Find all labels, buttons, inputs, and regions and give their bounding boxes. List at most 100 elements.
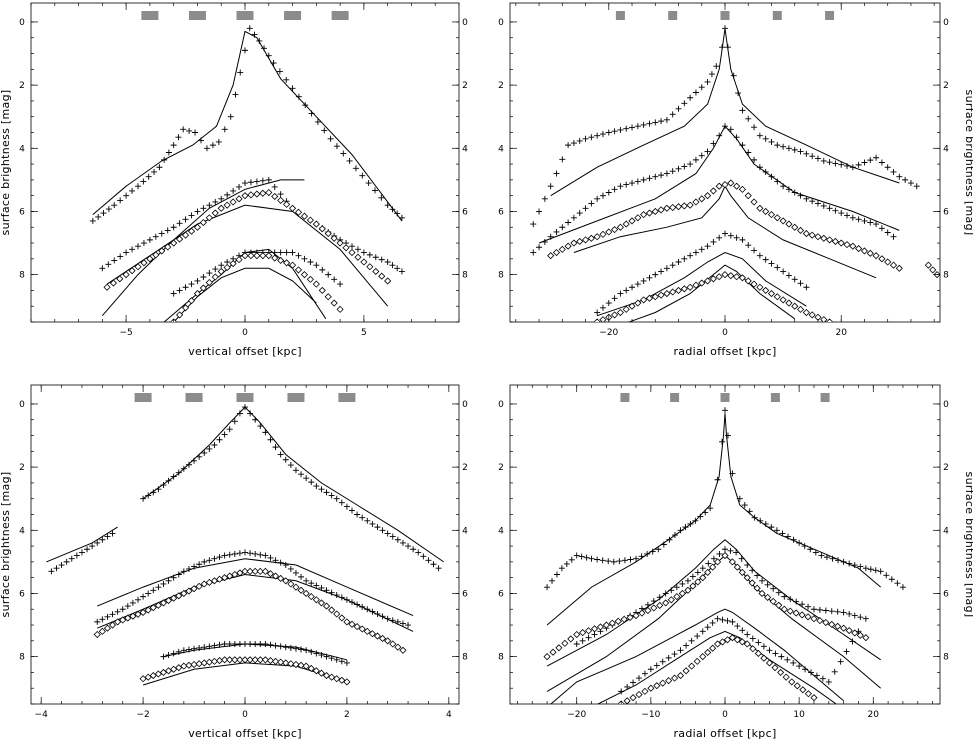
plus-point <box>834 608 841 615</box>
plot-frame <box>30 384 460 705</box>
diamond-point <box>851 629 859 637</box>
diamond-point <box>756 283 764 291</box>
diamond-point <box>140 259 148 267</box>
diamond-point <box>223 201 231 209</box>
plus-point <box>175 571 182 578</box>
x-tick-label: 2 <box>344 710 350 720</box>
plus-point <box>733 234 740 241</box>
plus-point <box>276 68 283 75</box>
plus-point <box>384 530 391 537</box>
plus-point <box>829 555 836 562</box>
diamond-point <box>767 211 776 219</box>
diamond-point <box>109 279 117 287</box>
diamond-point <box>579 629 587 637</box>
plus-point <box>151 168 158 175</box>
diamond-point <box>343 618 351 626</box>
plus-point <box>702 509 709 516</box>
plus-point <box>565 219 572 226</box>
plus-point <box>170 290 177 297</box>
diamond-point <box>840 624 848 632</box>
plus-point <box>333 656 340 663</box>
plus-point <box>201 644 208 651</box>
plus-point <box>287 644 294 651</box>
diamond-point <box>623 697 631 704</box>
plus-point <box>256 37 263 44</box>
plus-point <box>218 262 225 269</box>
diamond-point <box>318 225 326 233</box>
plus-point <box>333 143 340 150</box>
plus-point <box>559 156 566 163</box>
plus-point <box>646 175 653 182</box>
y-tick-label: 8 <box>19 653 25 663</box>
plus-point <box>124 603 131 610</box>
model-curve <box>550 28 900 197</box>
plus-point <box>425 557 432 564</box>
plus-point <box>629 180 636 187</box>
y-tick-label-right: 8 <box>943 271 949 281</box>
plus-point <box>658 118 665 125</box>
plus-point <box>775 589 782 596</box>
plus-point <box>738 555 745 562</box>
plus-point <box>73 552 80 559</box>
plus-point <box>803 150 810 157</box>
plus-point <box>313 262 320 269</box>
diamond-point <box>277 256 285 264</box>
plus-point <box>733 549 740 556</box>
diamond-point <box>103 283 111 291</box>
plus-point <box>78 549 85 556</box>
plus-point <box>95 213 102 220</box>
diamond-point <box>200 659 208 667</box>
plus-point <box>772 650 779 657</box>
diamond-point <box>328 673 336 681</box>
plus-point <box>242 180 248 187</box>
plus-point <box>109 611 116 618</box>
plus-point <box>849 164 856 171</box>
diamond-point <box>165 667 173 675</box>
plus-point <box>338 499 345 506</box>
plus-point <box>313 650 320 657</box>
plus-point <box>354 246 361 253</box>
plus-point <box>781 593 788 600</box>
plus-point <box>694 569 701 576</box>
plus-point <box>338 594 345 601</box>
diamond-point <box>764 593 772 601</box>
plus-point <box>704 78 711 85</box>
plus-point <box>733 134 740 141</box>
plus-point <box>611 128 618 135</box>
diamond-point <box>760 654 768 662</box>
plus-point <box>627 556 634 563</box>
plus-point <box>840 558 847 565</box>
diamond-point <box>629 694 637 702</box>
diamond-point <box>628 302 636 310</box>
diamond-point <box>769 597 777 605</box>
diamond-point <box>570 239 578 247</box>
plus-point <box>246 25 253 32</box>
diamond-point <box>828 620 836 628</box>
diamond-point <box>602 621 610 629</box>
plus-point <box>774 264 781 271</box>
plus-point <box>206 202 213 209</box>
diamond-point <box>929 266 937 274</box>
plus-point <box>200 205 207 212</box>
plus-point <box>867 157 874 164</box>
plus-point <box>323 489 330 496</box>
model-curve <box>46 526 118 563</box>
diamond-point <box>277 658 285 666</box>
y-axis-label: surface brightness [mag] <box>963 90 973 236</box>
x-axis-label: radial offset [kpc] <box>673 345 776 358</box>
plus-point <box>289 249 296 256</box>
plus-point <box>262 429 269 436</box>
diamond-point <box>728 634 736 642</box>
plus-point <box>186 127 193 134</box>
plus-point <box>541 238 548 245</box>
plus-point <box>180 465 187 472</box>
slit-marker <box>620 393 630 402</box>
plus-point <box>175 648 182 655</box>
diamond-point <box>567 635 575 643</box>
diamond-point <box>808 311 816 319</box>
plus-point <box>150 489 157 496</box>
plus-point <box>160 580 167 587</box>
plus-point <box>757 517 764 524</box>
diamond-point <box>235 256 243 264</box>
plus-point <box>826 159 833 166</box>
